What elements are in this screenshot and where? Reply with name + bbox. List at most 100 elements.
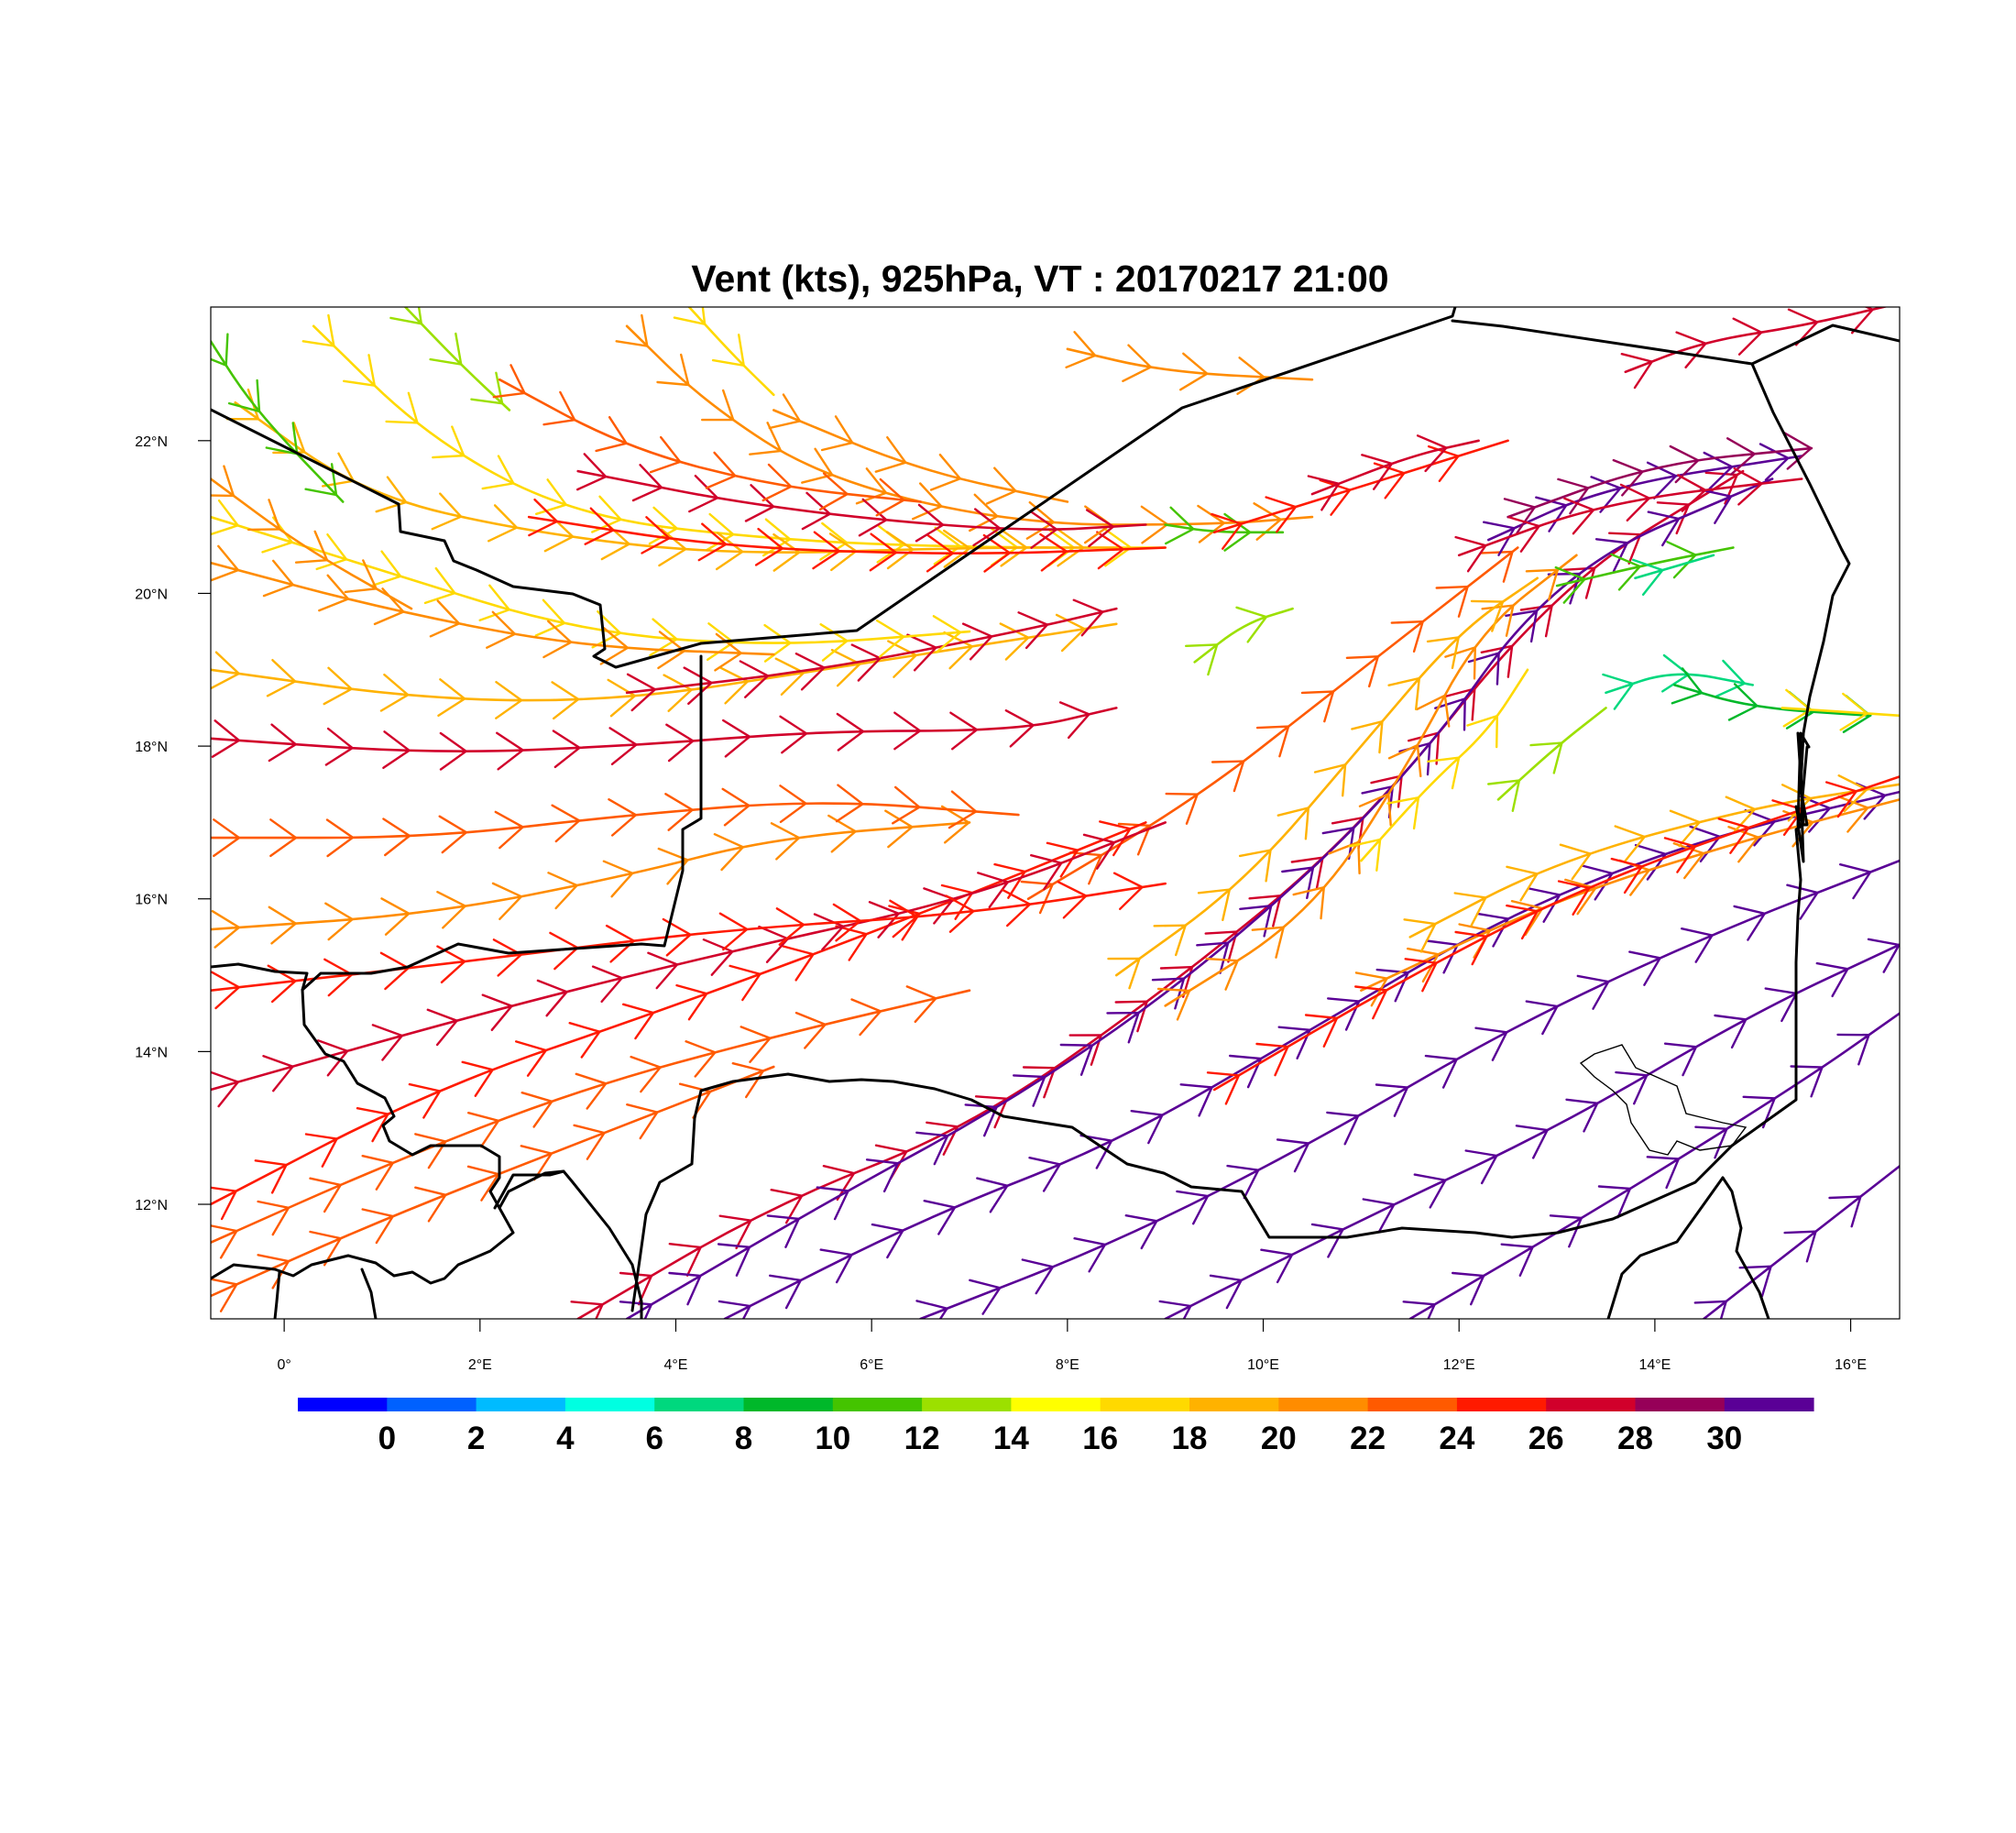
wind-barb — [912, 482, 944, 521]
niger-eastern-border — [630, 731, 1805, 1312]
wind-barb — [945, 895, 976, 933]
wind-barb — [1106, 1011, 1141, 1044]
wind-barb — [1480, 550, 1515, 583]
wind-barb — [389, 307, 423, 325]
wind-barb — [309, 1230, 343, 1267]
wind-barb — [1610, 553, 1642, 591]
wind-barb — [619, 1271, 653, 1306]
wind-barb — [262, 559, 295, 598]
wind-barb — [779, 715, 809, 754]
wind-barb — [1028, 1157, 1062, 1192]
wind-barb — [932, 615, 963, 653]
wind-streamline — [211, 707, 1118, 752]
wind-barb — [774, 657, 806, 696]
wind-streamline — [723, 790, 1900, 1319]
wind-barb — [542, 390, 576, 426]
colorbar-swatch — [1189, 1398, 1279, 1411]
wind-barb — [262, 1055, 295, 1092]
wind-barb — [1681, 927, 1715, 963]
wind-barb — [470, 371, 504, 405]
wind-barb — [701, 389, 735, 422]
wind-barb — [1480, 644, 1514, 678]
wind-barb — [1426, 635, 1461, 669]
wind-barb — [647, 951, 680, 990]
colorbar-swatch — [298, 1398, 388, 1411]
wind-barb — [1386, 796, 1420, 830]
wind-barb — [1156, 987, 1191, 1021]
wind-streamline — [1555, 546, 1735, 587]
colorbar-swatch — [1100, 1398, 1190, 1411]
wind-barb — [1525, 1000, 1560, 1036]
wind-barb — [631, 464, 664, 502]
wind-barb — [247, 499, 281, 532]
wind-barb — [1017, 611, 1049, 650]
wind-streamline — [1164, 554, 1578, 1007]
wind-barb — [1276, 1138, 1310, 1173]
wind-barb — [1672, 842, 1705, 880]
wind-barb — [926, 533, 955, 573]
wind-barb — [225, 388, 260, 421]
wind-barb — [1839, 692, 1869, 731]
wind-barb — [1666, 541, 1698, 579]
wind-barb — [835, 784, 865, 823]
wind-barb — [888, 905, 922, 941]
wind-barb — [869, 532, 898, 572]
wind-barb — [982, 533, 1012, 573]
wind-barb — [1828, 1195, 1863, 1228]
wind-barb — [1515, 1125, 1550, 1159]
wind-barb — [830, 649, 862, 687]
wind-barb — [423, 566, 457, 605]
colorbar-swatch — [1278, 1398, 1369, 1411]
wind-barb — [1358, 792, 1392, 827]
wind-barb — [683, 666, 714, 705]
wind-streamline — [1026, 546, 1519, 900]
wind-barb — [1321, 826, 1355, 860]
wind-barb — [884, 809, 915, 849]
wind-barb — [1197, 888, 1232, 921]
burkina-ghana-border — [211, 1206, 515, 1285]
wind-barb — [488, 504, 519, 543]
wind-barb — [940, 805, 971, 844]
wind-barb — [1204, 930, 1239, 963]
wind-barb — [731, 1062, 765, 1099]
wind-barb — [1483, 521, 1517, 556]
wind-streamline — [312, 324, 1167, 549]
wind-barb — [673, 307, 707, 326]
colorbar-label: 14 — [993, 1421, 1029, 1456]
colorbar-swatch — [1456, 1398, 1547, 1411]
wind-barb — [536, 979, 569, 1017]
wind-barb — [318, 574, 350, 612]
wind-barb — [1647, 510, 1681, 547]
wind-barb — [1085, 509, 1115, 548]
colorbar-swatch — [654, 1398, 744, 1411]
wind-barb — [467, 1112, 500, 1148]
wind-streamline — [625, 477, 1774, 1319]
wind-barb — [713, 833, 745, 872]
wind-barb — [1099, 820, 1133, 857]
wind-barb — [309, 1177, 343, 1213]
wind-streamline — [1496, 707, 1607, 801]
wind-barb — [211, 333, 229, 368]
wind-barb — [211, 971, 241, 1010]
wind-streamline — [1507, 446, 1813, 519]
wind-barb — [819, 521, 849, 561]
wind-barb — [885, 531, 915, 570]
wind-barb — [1229, 1054, 1263, 1089]
wind-barb — [375, 476, 409, 513]
wind-barb — [1313, 763, 1347, 797]
wind-barb — [665, 723, 696, 763]
colorbar-swatch — [1635, 1398, 1726, 1411]
wind-barb — [1454, 930, 1489, 966]
wind-barb — [974, 1095, 1009, 1129]
wind-barb — [1328, 840, 1361, 875]
wind-barb — [1427, 756, 1461, 790]
wind-barb — [1159, 965, 1194, 998]
wind-barb — [211, 544, 240, 582]
wind-barb — [211, 499, 240, 536]
wind-barb — [754, 527, 784, 566]
wind-streamline — [211, 340, 345, 503]
wind-streamline — [1605, 673, 1754, 695]
wind-barb — [599, 626, 630, 665]
wind-barb — [1505, 609, 1539, 643]
